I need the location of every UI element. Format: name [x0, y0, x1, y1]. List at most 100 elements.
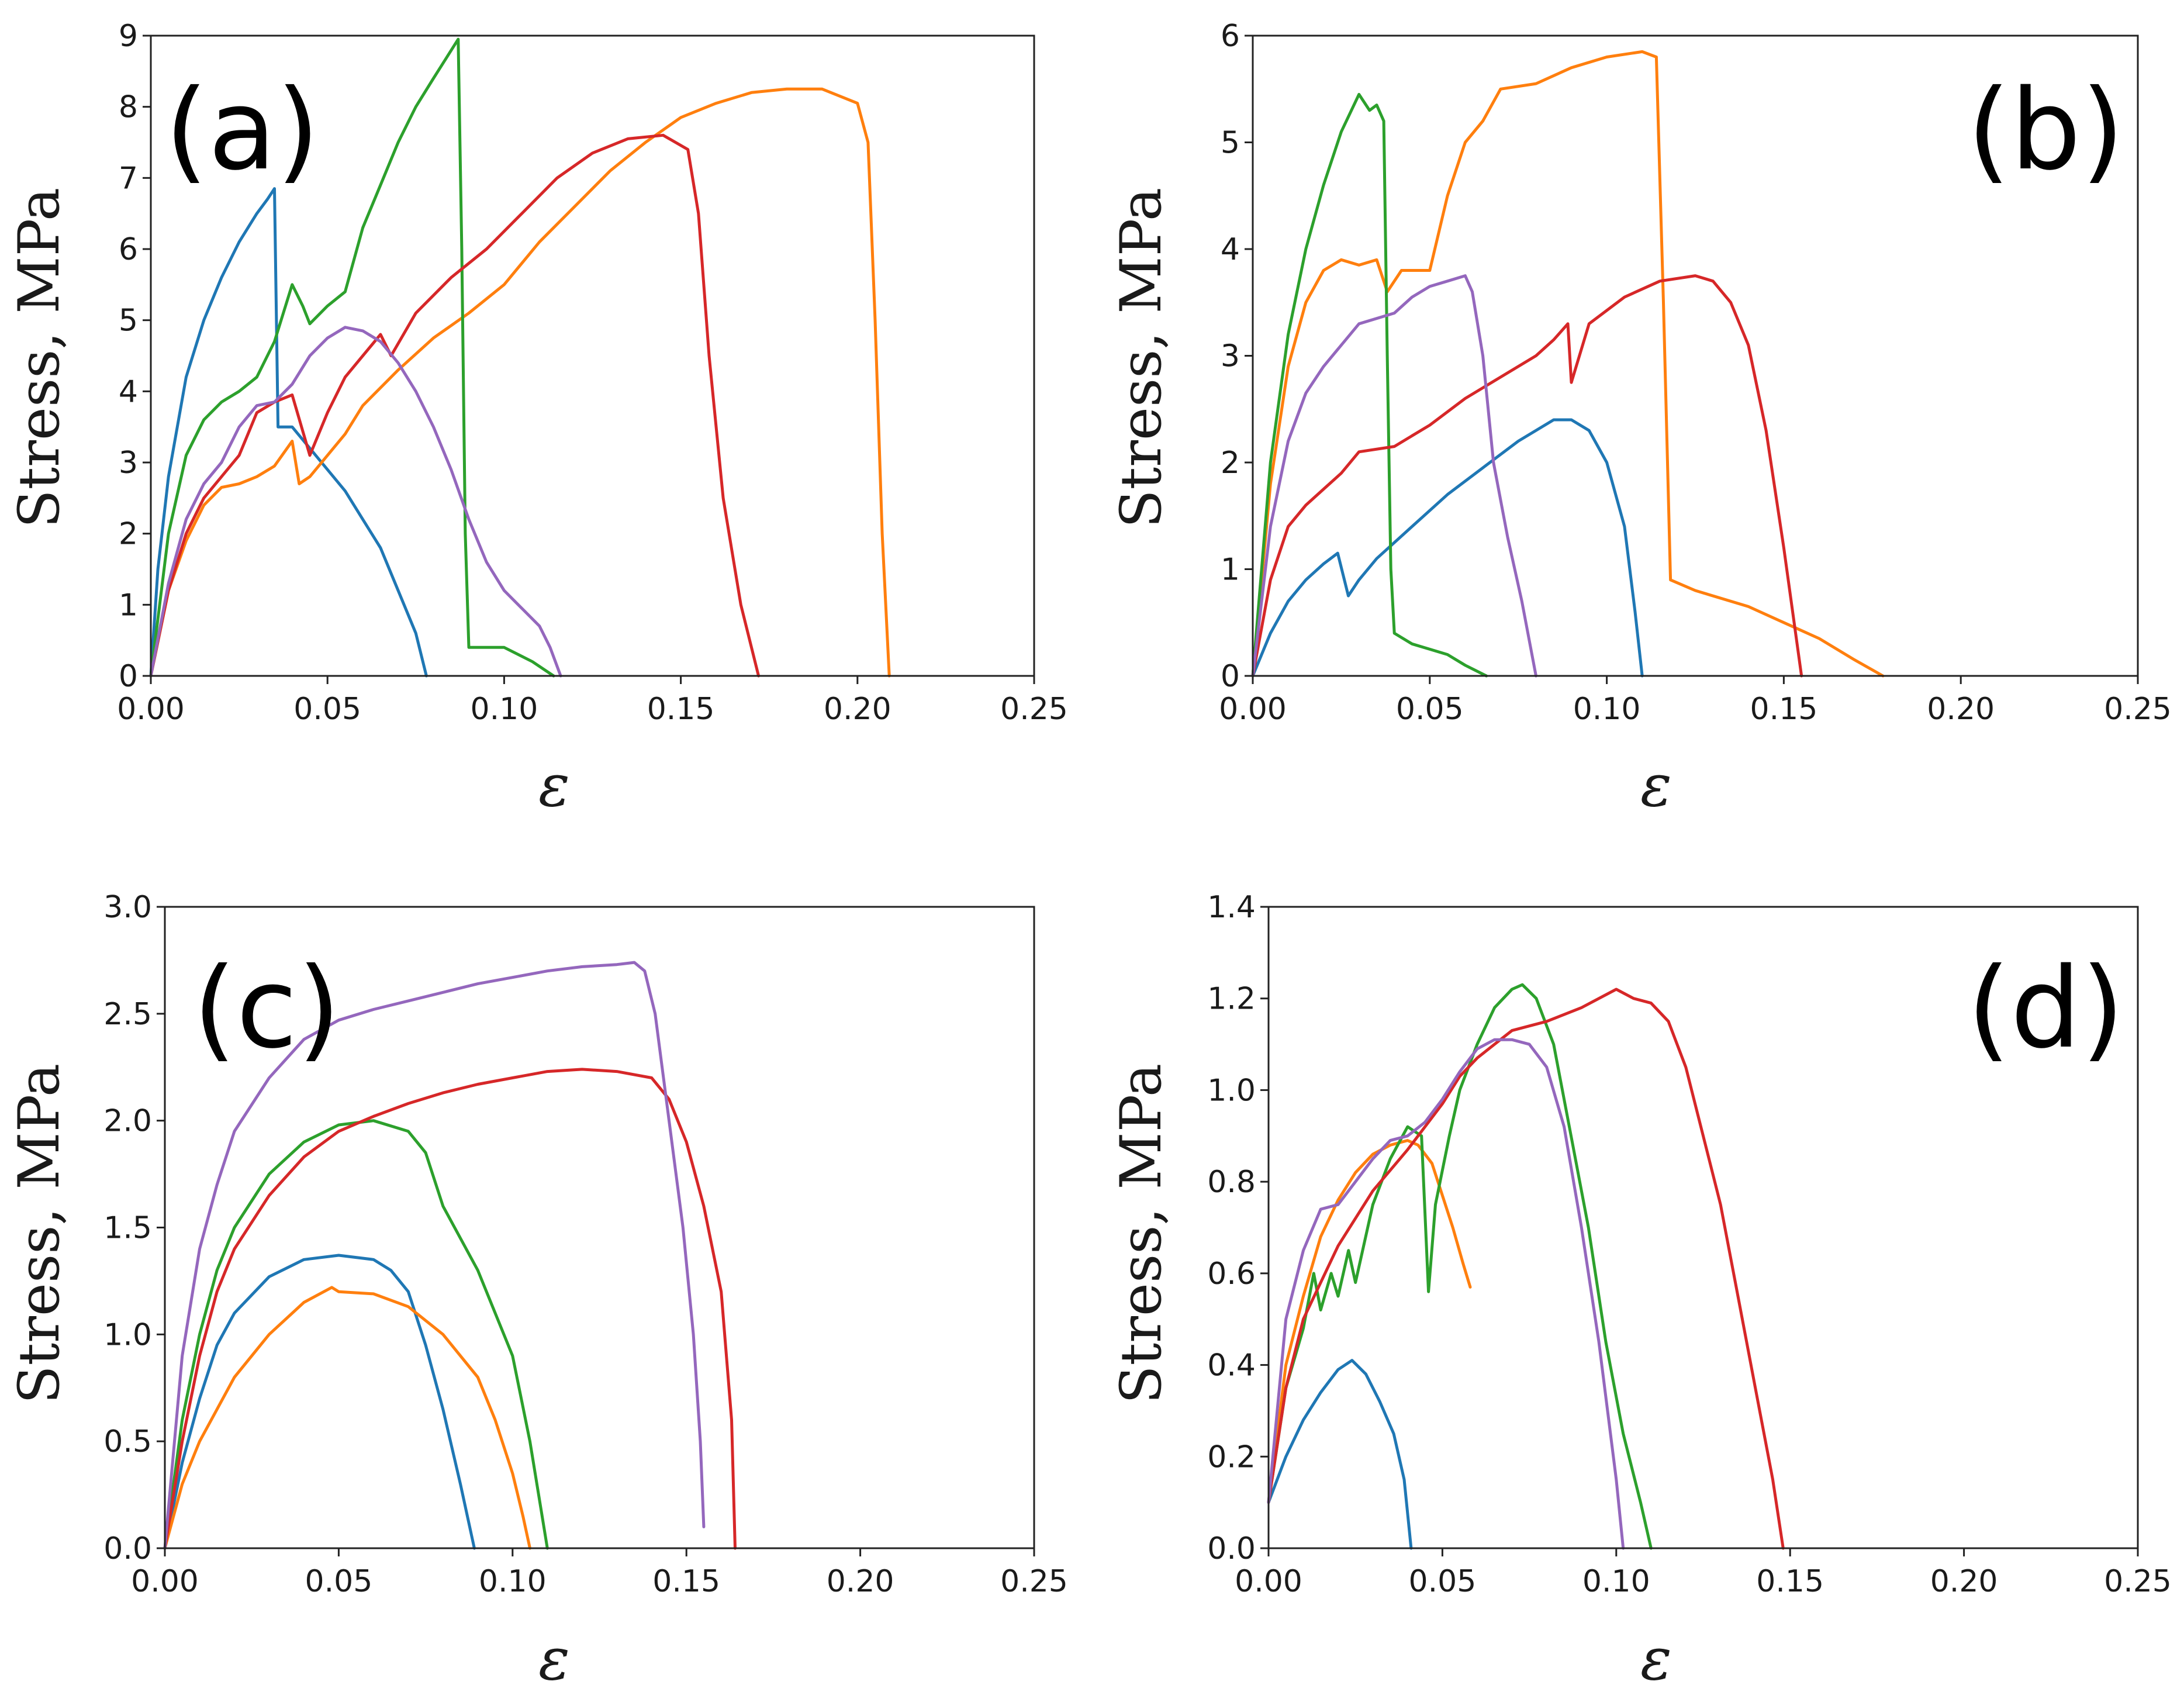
panel-label: (c) — [193, 944, 341, 1073]
series-line-blue — [149, 187, 428, 678]
series-line-blue — [1251, 418, 1644, 678]
x-tick-label: 0.25 — [2104, 692, 2172, 727]
y-axis-title: Stress, MPa — [6, 188, 72, 528]
series-line-green — [1251, 92, 1488, 678]
y-tick-label: 6 — [119, 232, 138, 267]
y-ticks-d: 0.0 0.2 0.4 0.6 0.8 1.0 1.2 1.4 — [1207, 890, 1269, 1566]
y-tick-label: 1.5 — [103, 1211, 152, 1246]
y-tick-label: 8 — [119, 90, 138, 125]
y-tick-label: 4 — [1221, 232, 1240, 267]
x-axis-title: ε — [1640, 1625, 1672, 1693]
x-ticks-a: 0.00 0.05 0.10 0.15 0.20 0.25 — [117, 676, 1068, 727]
series-line-green — [149, 37, 555, 678]
x-tick-label: 0.00 — [117, 692, 185, 727]
series-line-orange — [1251, 50, 1885, 678]
series-layer-c — [163, 961, 737, 1550]
y-tick-label: 1.2 — [1207, 982, 1256, 1017]
panel-b: 0 1 2 3 4 5 6 0.00 0.05 0.10 0.15 0.20 0.25 Stress,… — [1108, 19, 2172, 820]
plot-frame — [150, 34, 1035, 677]
y-tick-label: 0.8 — [1207, 1165, 1256, 1200]
x-tick-label: 0.00 — [1219, 692, 1287, 727]
y-tick-label: 1 — [119, 588, 138, 623]
x-tick-label: 0.25 — [1000, 1564, 1068, 1599]
panel-a: 0 1 2 3 4 5 6 7 8 9 0.00 0.05 0.10 0.15 0.20 0.25 Stre… — [6, 19, 1068, 820]
y-tick-label: 0 — [1221, 659, 1240, 694]
y-tick-label: 7 — [119, 161, 138, 196]
x-axis-title: ε — [538, 751, 570, 820]
y-tick-label: 3.0 — [103, 890, 152, 925]
y-tick-label: 1.0 — [103, 1317, 152, 1352]
y-tick-label: 2.5 — [103, 997, 152, 1032]
series-line-red — [1251, 274, 1803, 678]
panel-d: 0.0 0.2 0.4 0.6 0.8 1.0 1.2 1.4 0.00 0.05 0.10 0.1… — [1108, 890, 2172, 1693]
y-tick-label: 0 — [119, 659, 138, 694]
panel-label: (a) — [165, 65, 320, 195]
series-line-blue — [163, 1254, 476, 1550]
y-tick-label: 4 — [119, 374, 138, 409]
series-line-blue — [1267, 1359, 1413, 1550]
y-ticks-b: 0 1 2 3 4 5 6 — [1221, 19, 1253, 694]
x-tick-label: 0.05 — [1396, 692, 1464, 727]
plot-frame — [1267, 906, 2139, 1549]
series-line-red — [1267, 988, 1785, 1550]
y-tick-label: 6 — [1221, 19, 1240, 54]
x-tick-label: 0.15 — [647, 692, 715, 727]
x-tick-label: 0.05 — [1409, 1564, 1477, 1599]
panel-c: 0.00.51.01.52.02.53.0 0.00 0.05 0.10 0.15 0.… — [6, 890, 1068, 1693]
x-tick-label: 0.00 — [131, 1564, 199, 1599]
x-tick-label: 0.05 — [293, 692, 361, 727]
y-axis-title: Stress, MPa — [6, 1064, 72, 1404]
x-axis-title: ε — [538, 1625, 570, 1693]
y-tick-label: 0.0 — [103, 1531, 152, 1566]
series-line-green — [163, 1119, 549, 1550]
series-layer-a — [149, 37, 891, 678]
x-tick-label: 0.10 — [479, 1564, 547, 1599]
series-line-red — [163, 1068, 737, 1550]
y-tick-label: 1.0 — [1207, 1073, 1256, 1108]
x-axis-title: ε — [1640, 751, 1672, 820]
y-axis-title: Stress, MPa — [1108, 1064, 1174, 1404]
series-line-purple — [149, 326, 562, 678]
x-tick-label: 0.05 — [305, 1564, 373, 1599]
panel-label: (b) — [1967, 65, 2124, 195]
x-tick-label: 0.20 — [827, 1564, 894, 1599]
series-layer-d — [1267, 983, 1785, 1550]
y-tick-label: 5 — [119, 303, 138, 339]
y-tick-label: 5 — [1221, 126, 1240, 161]
x-ticks-d: 0.00 0.05 0.10 0.15 0.20 0.25 — [1235, 1548, 2172, 1599]
x-tick-label: 0.15 — [652, 1564, 720, 1599]
series-line-purple — [1251, 274, 1537, 678]
y-tick-label: 3 — [1221, 339, 1240, 374]
y-tick-label: 0.0 — [1207, 1531, 1256, 1566]
x-tick-label: 0.20 — [824, 692, 891, 727]
y-ticks-c: 0.0 0.5 1.0 1.5 2.0 2.5 3.0 — [103, 890, 165, 1566]
y-tick-label: 0.5 — [103, 1424, 152, 1459]
y-tick-label: 3 — [119, 446, 138, 481]
series-line-orange — [163, 1286, 531, 1550]
x-tick-label: 0.25 — [2104, 1564, 2172, 1599]
y-ticks-a: 0 1 2 3 4 5 6 7 8 9 — [119, 19, 151, 694]
series-layer-b — [1251, 50, 1885, 678]
panel-label: (d) — [1967, 944, 2124, 1073]
x-tick-label: 0.00 — [1235, 1564, 1302, 1599]
y-tick-label: 2.0 — [103, 1104, 152, 1139]
y-tick-label: 0.2 — [1207, 1439, 1256, 1475]
series-line-green — [1267, 983, 1653, 1550]
series-line-orange — [149, 87, 891, 678]
x-ticks-b: 0.00 0.05 0.10 0.15 0.20 0.25 — [1219, 676, 2172, 727]
x-tick-label: 0.10 — [1573, 692, 1641, 727]
y-tick-label: 1.4 — [1207, 890, 1256, 925]
series-line-purple — [1267, 1038, 1625, 1550]
series-line-purple — [163, 961, 706, 1550]
x-tick-label: 0.10 — [471, 692, 538, 727]
y-tick-label: 2 — [119, 517, 138, 552]
y-axis-title: Stress, MPa — [1108, 188, 1174, 528]
x-tick-label: 0.15 — [1756, 1564, 1824, 1599]
x-tick-label: 0.15 — [1750, 692, 1818, 727]
y-tick-label: 9 — [119, 19, 138, 54]
x-ticks-c: 0.00 0.05 0.10 0.15 0.20 0.25 — [131, 1548, 1068, 1599]
x-tick-label: 0.20 — [1927, 692, 1995, 727]
y-tick-label: 1 — [1221, 553, 1240, 588]
y-tick-label: 0.4 — [1207, 1348, 1256, 1383]
